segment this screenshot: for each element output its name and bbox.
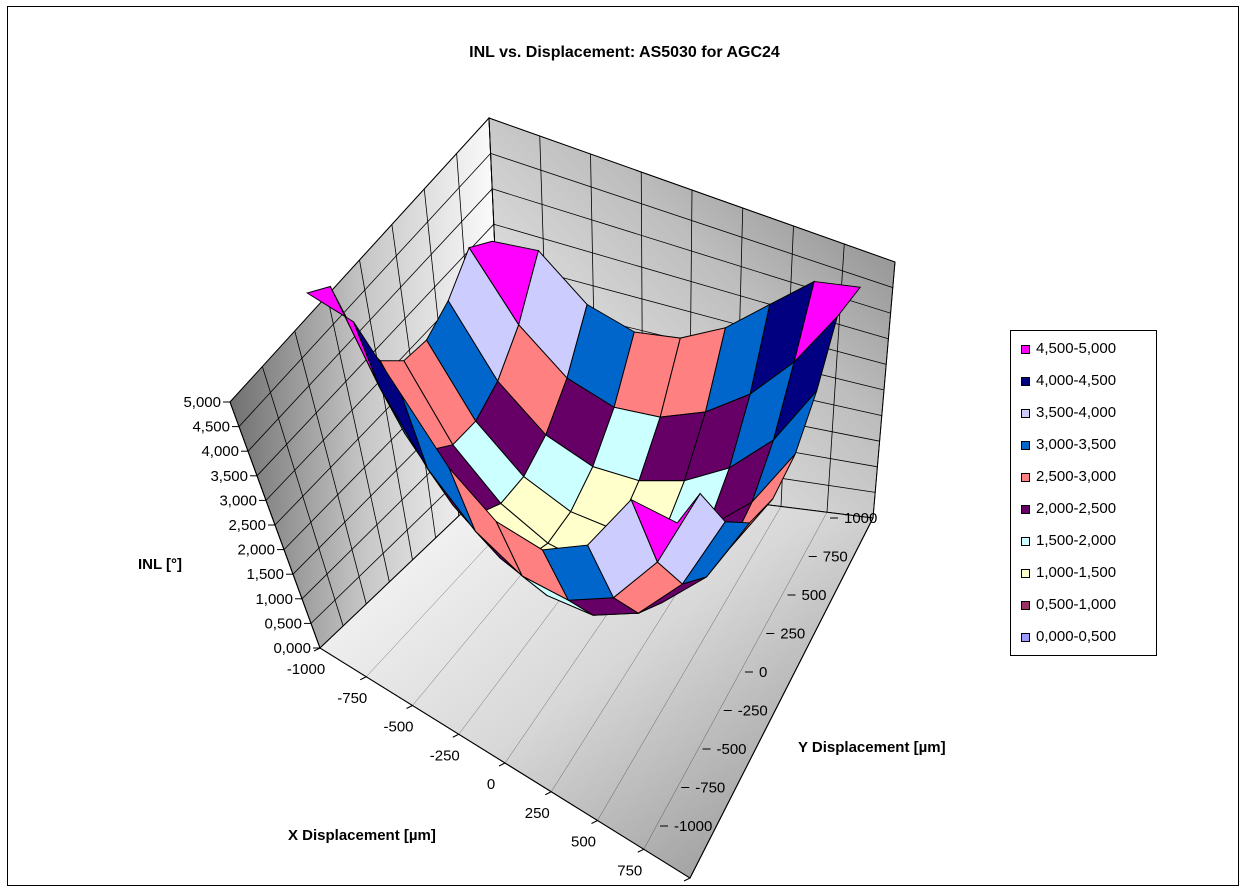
legend-swatch: [1021, 569, 1030, 578]
x-tick: [313, 647, 321, 652]
legend-item: 2,000-2,500: [1011, 494, 1156, 526]
z-tick-label: 3,500: [210, 468, 248, 485]
x-tick: [637, 848, 644, 853]
chart-title: INL vs. Displacement: AS5030 for AGC24: [469, 44, 780, 61]
x-tick-label: 500: [571, 834, 596, 851]
legend-label: 4,500-5,000: [1036, 340, 1117, 357]
x-axis-label: X Displacement [µm]: [288, 827, 436, 844]
z-tick-label: 0,500: [264, 615, 302, 632]
legend-label: 2,000-2,500: [1036, 500, 1117, 517]
legend-label: 0,500-1,000: [1036, 596, 1117, 613]
legend-label: 0,000-0,500: [1036, 628, 1117, 645]
z-tick-label: 1,000: [255, 591, 293, 608]
legend-item: 1,500-2,000: [1011, 526, 1156, 558]
z-tick-label: 3,000: [219, 492, 257, 509]
x-tick: [683, 877, 691, 882]
legend-item: 4,000-4,500: [1011, 366, 1156, 398]
legend-label: 4,000-4,500: [1036, 372, 1117, 389]
y-tick-label: -250: [738, 703, 768, 720]
legend-swatch: [1021, 537, 1030, 546]
legend-swatch: [1021, 409, 1030, 418]
x-tick-label: 250: [525, 805, 550, 822]
legend-swatch: [1021, 473, 1030, 482]
x-tick: [360, 676, 367, 681]
grid-line: [488, 117, 896, 263]
grid-line: [490, 153, 893, 288]
legend-item: 2,500-3,000: [1011, 462, 1156, 494]
y-tick-label: 750: [823, 549, 848, 566]
z-tick-label: 4,000: [201, 443, 239, 460]
y-axis-label: Y Displacement [µm]: [798, 739, 946, 756]
y-tick-label: 500: [802, 587, 827, 604]
y-tick-label: 250: [780, 626, 805, 643]
legend-label: 2,500-3,000: [1036, 468, 1117, 485]
legend-item: 0,500-1,000: [1011, 590, 1156, 622]
x-tick: [452, 733, 459, 738]
y-tick-label: 1000: [844, 510, 877, 527]
x-tick-label: -500: [383, 719, 413, 736]
x-tick-label: -750: [337, 690, 367, 707]
grid-line: [247, 188, 493, 452]
grid-line: [643, 512, 828, 850]
grid-line: [597, 506, 782, 821]
legend-label: 1,500-2,000: [1036, 532, 1117, 549]
x-tick: [498, 762, 506, 767]
x-tick-label: 750: [617, 862, 642, 879]
x-tick: [591, 820, 598, 824]
x-tick: [406, 705, 413, 709]
z-tick-label: 1,500: [246, 566, 284, 583]
legend-swatch: [1021, 345, 1030, 354]
x-tick-label: 1000: [659, 891, 692, 894]
y-axis-line: [689, 517, 874, 879]
legend-item: 1,000-1,500: [1011, 558, 1156, 590]
x-tick-label: -1000: [287, 661, 325, 678]
legend-label: 1,000-1,500: [1036, 564, 1117, 581]
legend: 4,500-5,000 4,000-4,500 3,500-4,000 3,000-3…: [1010, 330, 1157, 656]
z-tick-label: 0,000: [273, 640, 311, 657]
legend-label: 3,500-4,000: [1036, 404, 1117, 421]
surface-mesh: [305, 240, 862, 616]
z-tick-label: 2,500: [228, 517, 266, 534]
y-tick-label: -1000: [674, 818, 712, 835]
legend-swatch: [1021, 377, 1030, 386]
z-tick-label: 2,000: [237, 542, 275, 559]
legend-item: 3,000-3,500: [1011, 430, 1156, 462]
x-axis-ticks: -1000 -750 -500 -250 0 250 500 750 1000: [287, 647, 693, 894]
z-axis-ticks: 0,000 0,500 1,000 1,500 2,000 2,500 3,000 3,500…: [183, 394, 320, 657]
z-tick-label: 4,500: [192, 419, 230, 436]
legend-item: 0,000-0,500: [1011, 622, 1156, 654]
y-tick-label: -750: [695, 780, 725, 797]
x-tick-label: 0: [487, 776, 495, 793]
z-axis-label: INL [°]: [138, 556, 182, 573]
z-tick-label: 5,000: [183, 394, 221, 411]
legend-swatch: [1021, 505, 1030, 514]
y-axis-ticks: -1000 -750 -500 -250 0 250 500 750 1000: [660, 510, 877, 835]
legend-item: 3,500-4,000: [1011, 398, 1156, 430]
legend-swatch: [1021, 601, 1030, 610]
legend-label: 3,000-3,500: [1036, 436, 1117, 453]
grid-line: [229, 117, 490, 403]
grid-line: [256, 223, 495, 477]
legend-swatch: [1021, 441, 1030, 450]
y-tick-label: -500: [717, 741, 747, 758]
x-tick: [545, 791, 552, 796]
grid-line: [238, 153, 491, 427]
surface-patch: [630, 493, 701, 564]
legend-swatch: [1021, 633, 1030, 642]
y-tick-label: 0: [759, 664, 767, 681]
legend-item: 4,500-5,000: [1011, 334, 1156, 366]
x-tick-label: -250: [430, 747, 460, 764]
